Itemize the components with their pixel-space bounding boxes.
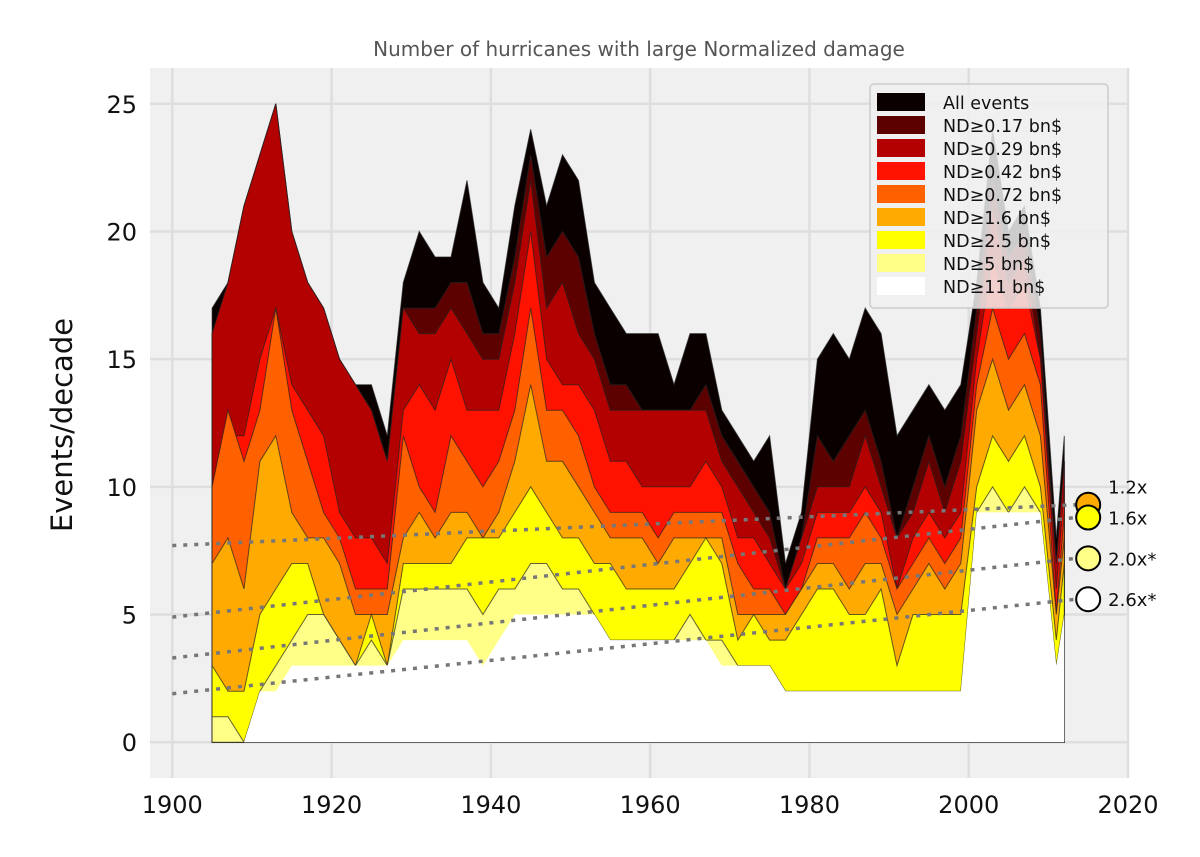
legend-box [869,83,1109,309]
trend-label: 2.6x* [1108,590,1156,611]
x-tick-label: 1960 [620,791,681,819]
legend-label: All events [943,94,1029,114]
x-axis-ticks: 1900 1920 1940 1960 1980 2000 2020 [142,791,1159,819]
legend: All events ND≥0.17 bn$ ND≥0.29 bn$ ND≥0.42 … [869,83,1109,309]
legend-swatch [877,162,925,180]
x-tick-label: 1920 [301,791,362,819]
x-tick-label: 1900 [142,791,203,819]
y-axis-ticks: 0 5 10 15 20 25 [106,91,137,757]
trend-label: 1.2x [1108,478,1148,499]
trend-label: 2.0x* [1108,549,1156,570]
x-tick-label: 2020 [1097,791,1158,819]
y-tick-label: 20 [106,218,137,246]
trend-line [172,515,1077,619]
y-tick-label: 5 [122,602,137,630]
trend-line [172,556,1077,660]
legend-label: ND≥1.6 bn$ [943,209,1051,229]
x-tick-label: 1980 [779,791,840,819]
trend-marker [1075,586,1102,613]
legend-label: ND≥0.42 bn$ [943,163,1062,183]
legend-swatch [877,231,925,249]
legend-swatch [877,254,925,272]
legend-label: ND≥0.72 bn$ [943,186,1062,206]
legend-swatch [877,277,925,295]
trend-line [172,502,1077,548]
legend-swatch [877,93,925,111]
legend-label: ND≥11 bn$ [943,278,1045,298]
trend-line [172,597,1077,696]
area-series [212,512,1065,743]
legend-swatch [877,208,925,226]
y-axis-label: Events/decade [45,318,79,532]
y-tick-label: 15 [106,346,137,374]
trend-marker [1075,504,1102,531]
y-tick-label: 25 [106,91,137,119]
legend-swatch [877,139,925,157]
trend-marker [1075,545,1102,572]
legend-label: ND≥0.29 bn$ [943,140,1062,160]
trend-lines: 1.2x 1.6x 2.0x* 2.6x* [172,478,1156,696]
legend-swatch [877,185,925,203]
legend-label: ND≥0.17 bn$ [943,117,1062,137]
chart-title: Number of hurricanes with large Normaliz… [373,37,905,61]
y-tick-label: 10 [106,474,137,502]
legend-swatch [877,116,925,134]
legend-label: ND≥5 bn$ [943,255,1034,275]
x-tick-label: 2000 [938,791,999,819]
y-tick-label: 0 [122,729,137,757]
x-tick-label: 1940 [460,791,521,819]
legend-label: ND≥2.5 bn$ [943,232,1051,252]
trend-label: 1.6x [1108,508,1148,529]
